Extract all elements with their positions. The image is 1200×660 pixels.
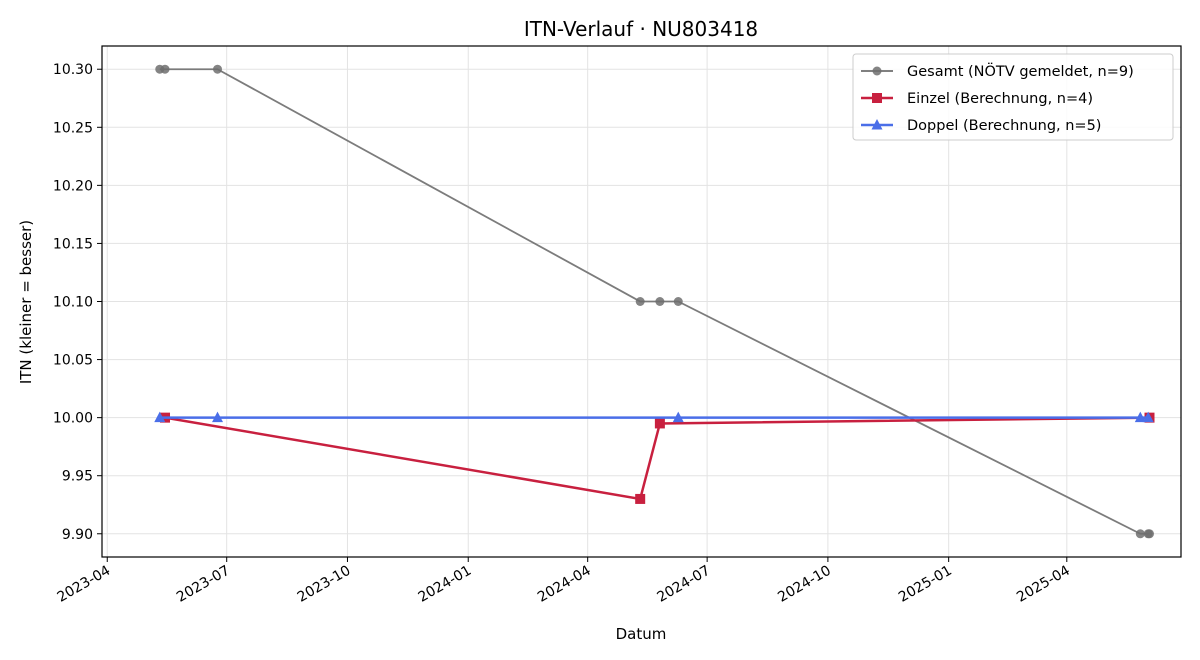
data-point <box>635 493 646 504</box>
legend-marker <box>872 66 882 76</box>
y-tick-label: 10.00 <box>53 411 93 427</box>
legend-box <box>852 53 1174 141</box>
x-axis-ticks: 2023-04 2023-07 2023-10 2024-01 2024-04 2024-… <box>55 557 1073 606</box>
series-square <box>160 412 1155 504</box>
series-layer <box>154 64 1155 539</box>
data-point <box>1144 529 1154 539</box>
y-tick-label: 10.10 <box>53 295 93 311</box>
data-point <box>1135 529 1145 539</box>
data-point <box>655 297 665 306</box>
legend-item: Doppel (Berechnung, n=5) <box>861 118 1101 134</box>
y-tick-label: 10.20 <box>53 178 93 194</box>
x-tick-label: 2023-10 <box>295 563 354 606</box>
series-circle <box>155 64 1154 539</box>
y-tick-label: 10.15 <box>53 236 93 252</box>
y-tick-label: 10.25 <box>53 120 93 136</box>
x-tick-label: 2023-04 <box>55 563 114 606</box>
series-line <box>164 416 1150 501</box>
data-point <box>212 411 224 423</box>
x-tick-label: 2024-01 <box>416 563 475 606</box>
x-tick-label: 2023-07 <box>174 563 233 606</box>
y-axis-ticks: 9.90 9.95 10.00 10.05 10.10 10.15 10.20 10.25 10… <box>53 62 102 543</box>
legend-item: Einzel (Berechnung, n=4) <box>861 91 1093 107</box>
data-point <box>635 297 645 306</box>
y-tick-label: 10.30 <box>53 62 93 78</box>
data-point <box>672 411 684 423</box>
x-tick-label: 2024-04 <box>535 563 594 606</box>
legend-item: Gesamt (NÖTV gemeldet, n=9) <box>861 62 1134 80</box>
data-point <box>654 418 665 429</box>
data-point <box>160 64 170 74</box>
y-tick-label: 10.05 <box>53 353 93 369</box>
data-point <box>1134 411 1146 423</box>
y-tick-label: 9.90 <box>62 527 93 543</box>
series-triangle <box>154 411 1154 423</box>
legend-label: Gesamt (NÖTV gemeldet, n=9) <box>907 62 1134 80</box>
legend-marker <box>872 93 882 103</box>
y-axis-label: ITN (kleiner = besser) <box>17 220 35 384</box>
x-tick-label: 2024-07 <box>654 563 713 606</box>
data-point <box>673 297 683 306</box>
x-tick-label: 2025-01 <box>896 563 955 606</box>
chart-title: ITN-Verlauf · NU803418 <box>524 17 758 41</box>
x-axis-label: Datum <box>616 625 667 643</box>
legend-label: Einzel (Berechnung, n=4) <box>907 91 1093 107</box>
x-tick-label: 2025-04 <box>1014 563 1073 606</box>
legend-label: Doppel (Berechnung, n=5) <box>907 118 1101 134</box>
data-point <box>154 411 166 423</box>
legend: Gesamt (NÖTV gemeldet, n=9) Einzel (Berec… <box>852 53 1174 141</box>
x-tick-label: 2024-10 <box>775 563 834 606</box>
y-tick-label: 9.95 <box>62 469 93 485</box>
data-point <box>213 64 223 74</box>
legend-marker <box>871 119 883 130</box>
data-point <box>1142 411 1154 423</box>
